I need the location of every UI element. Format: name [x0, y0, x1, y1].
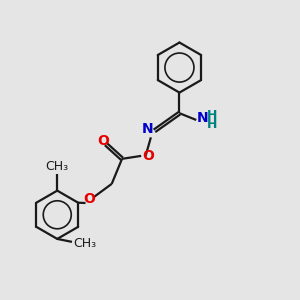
Text: O: O — [98, 134, 110, 148]
Text: N: N — [197, 112, 209, 125]
Text: H: H — [207, 118, 217, 131]
Text: CH₃: CH₃ — [46, 160, 69, 173]
Text: O: O — [142, 149, 154, 163]
Text: CH₃: CH₃ — [74, 237, 97, 250]
Text: O: O — [84, 192, 96, 206]
Text: N: N — [141, 122, 153, 136]
Text: H: H — [207, 109, 217, 122]
